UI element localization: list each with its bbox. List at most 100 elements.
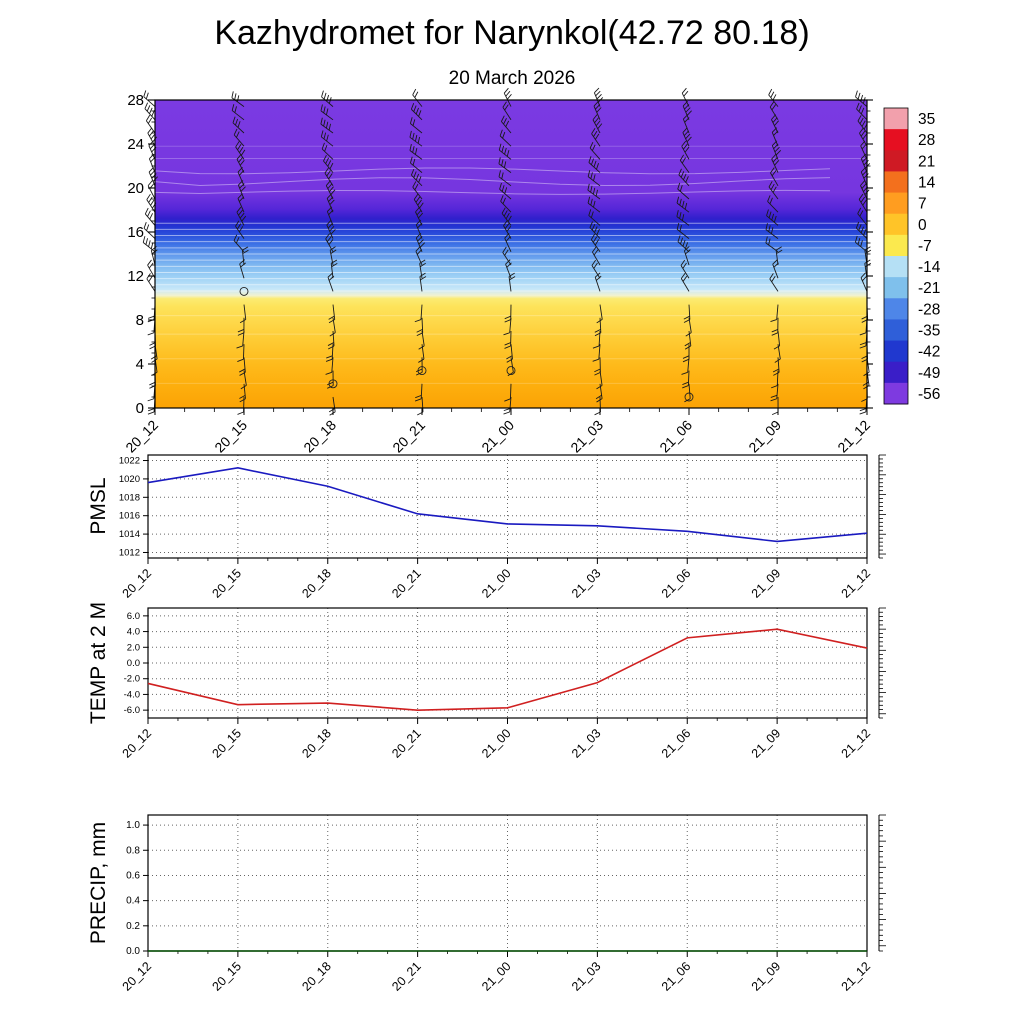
svg-text:21_06: 21_06 xyxy=(659,726,694,761)
svg-text:-49: -49 xyxy=(918,365,940,382)
svg-text:20_18: 20_18 xyxy=(299,959,334,994)
svg-text:21_03: 21_03 xyxy=(569,566,604,601)
wind-barb xyxy=(770,304,779,323)
wind-barb xyxy=(591,259,601,279)
svg-text:-42: -42 xyxy=(918,344,940,361)
svg-text:20_15: 20_15 xyxy=(210,726,245,761)
wind-barb xyxy=(233,234,245,253)
pmsl-axes: 1012 1014 1016 1018 1020 1022 xyxy=(119,456,868,564)
wind-barb xyxy=(683,304,691,323)
wind-barb xyxy=(589,221,601,239)
wind-barb xyxy=(771,114,780,134)
svg-text:0.2: 0.2 xyxy=(126,921,140,932)
svg-text:21_12: 21_12 xyxy=(839,959,874,994)
wind-barb xyxy=(682,127,692,147)
wind-barb xyxy=(414,304,423,323)
svg-text:1016: 1016 xyxy=(119,511,140,522)
wind-barb xyxy=(142,236,156,253)
wind-barb xyxy=(587,196,601,213)
wind-barb xyxy=(503,220,512,239)
wind-barb xyxy=(410,168,423,187)
wind-barb xyxy=(596,370,603,390)
svg-text:-35: -35 xyxy=(918,323,940,340)
svg-text:21: 21 xyxy=(918,153,935,170)
precip-axes: 0.0 0.2 0.4 0.6 0.8 1.0 xyxy=(126,820,868,957)
svg-text:0.8: 0.8 xyxy=(126,845,140,856)
wind-barb xyxy=(324,167,334,187)
wind-barb xyxy=(766,209,779,226)
wind-barb xyxy=(235,220,245,239)
svg-text:21_12: 21_12 xyxy=(839,566,874,601)
svg-text:21_00: 21_00 xyxy=(479,959,514,994)
wind-barb xyxy=(233,128,245,147)
precip-gridlines xyxy=(148,815,867,951)
wind-barb xyxy=(588,209,601,226)
wind-barb xyxy=(235,141,246,160)
wind-barb xyxy=(765,236,779,253)
svg-text:2.0: 2.0 xyxy=(127,642,140,653)
svg-text:0.0: 0.0 xyxy=(126,946,140,957)
svg-text:8: 8 xyxy=(136,312,144,329)
svg-text:21_03: 21_03 xyxy=(569,959,604,994)
wind-barb xyxy=(771,153,780,173)
wind-barb xyxy=(678,168,690,187)
wind-barb xyxy=(860,180,870,200)
svg-text:1012: 1012 xyxy=(119,547,140,558)
wind-barb xyxy=(231,91,245,107)
upper-air-axes: 0 4 8 12 16 20 24 28 xyxy=(127,92,873,417)
wind-barb xyxy=(504,330,512,349)
wind-barb xyxy=(768,181,779,200)
wind-barb xyxy=(321,142,334,160)
wind-barb xyxy=(498,143,512,160)
wind-barb xyxy=(591,246,601,266)
wind-barb xyxy=(676,210,690,226)
wind-barb xyxy=(498,170,512,187)
svg-text:7: 7 xyxy=(918,196,927,213)
wind-barb xyxy=(596,304,603,324)
svg-text:20_15: 20_15 xyxy=(210,566,245,601)
svg-text:20_21: 20_21 xyxy=(389,959,424,994)
svg-text:0.0: 0.0 xyxy=(127,658,140,669)
wind-barb xyxy=(236,206,247,226)
temp-2m-line xyxy=(147,628,868,711)
wind-barb xyxy=(143,222,156,239)
wind-barb xyxy=(326,219,336,239)
wind-barb xyxy=(771,317,779,336)
wind-barb xyxy=(588,156,601,173)
wind-barb xyxy=(232,116,245,134)
svg-text:21_00: 21_00 xyxy=(479,726,514,761)
wind-barb xyxy=(498,157,512,173)
svg-text:20_12: 20_12 xyxy=(120,566,155,601)
wind-barb xyxy=(323,154,334,173)
wind-barb xyxy=(587,170,601,187)
svg-text:-28: -28 xyxy=(918,301,940,318)
svg-text:20_18: 20_18 xyxy=(299,726,334,761)
wind-barb xyxy=(592,344,601,362)
wind-barb xyxy=(144,102,156,121)
wind-barb xyxy=(681,140,690,160)
svg-text:20_18: 20_18 xyxy=(299,566,334,601)
wind-barb xyxy=(325,357,334,375)
wind-barb xyxy=(236,330,245,349)
wind-barb xyxy=(676,196,690,213)
svg-text:1018: 1018 xyxy=(119,492,140,503)
wind-barb xyxy=(502,246,512,266)
wind-barb xyxy=(506,344,513,363)
svg-text:1022: 1022 xyxy=(119,456,140,467)
wind-barb xyxy=(231,104,245,121)
wind-barb xyxy=(416,317,424,337)
wind-barb xyxy=(767,195,779,213)
wind-barb xyxy=(409,117,423,134)
wind-barb xyxy=(503,396,512,415)
precip-panel: 0.0 0.2 0.4 0.6 0.8 1.0 20_12 20_15 20_18 20_21 21… xyxy=(120,814,886,994)
wind-barb xyxy=(505,259,512,279)
temp-2m-gridlines xyxy=(148,608,867,718)
wind-barb xyxy=(500,115,512,134)
wind-barb xyxy=(592,114,603,134)
svg-text:-14: -14 xyxy=(918,259,941,276)
wind-barb xyxy=(677,235,690,253)
wind-barb xyxy=(503,317,512,336)
wind-barb xyxy=(679,154,690,173)
calm-wind-marker xyxy=(506,366,516,376)
